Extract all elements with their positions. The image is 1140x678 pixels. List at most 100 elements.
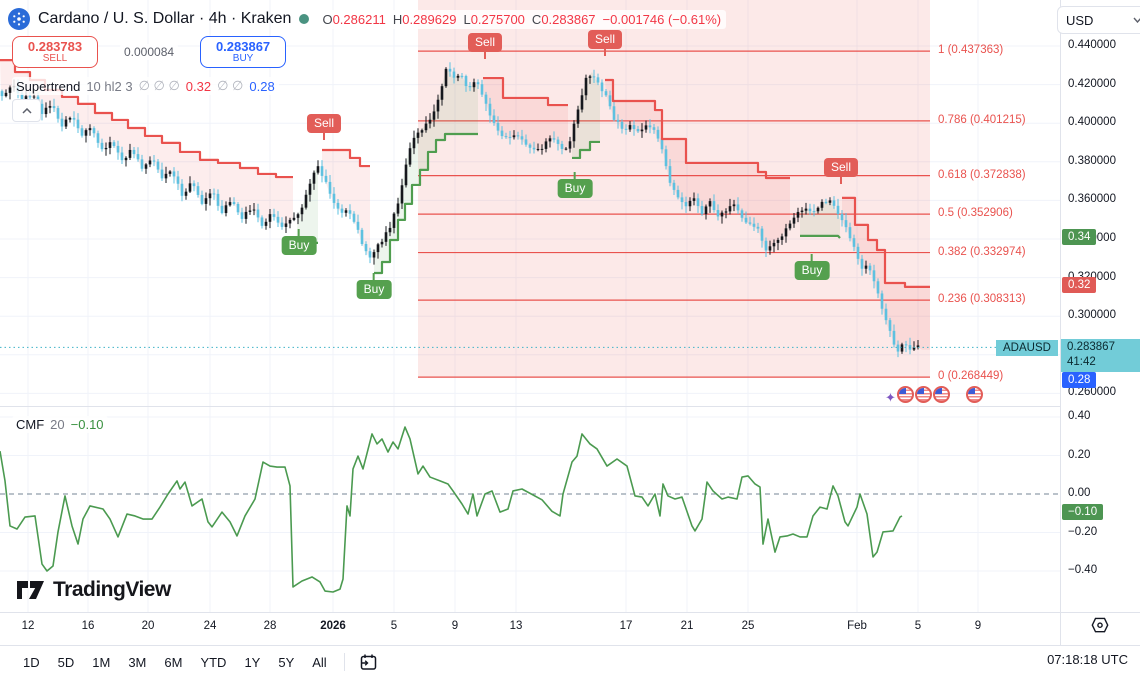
clock-utc[interactable]: 07:18:18 UTC	[1047, 652, 1128, 667]
axis-settings-icon[interactable]	[1090, 617, 1110, 639]
marker-stem	[373, 273, 375, 281]
supertrend-params: 10 hl2 3	[86, 78, 133, 94]
range-button-1m[interactable]: 1M	[92, 654, 111, 670]
ai-sparkle-icon[interactable]: ✦	[885, 390, 896, 405]
cmf-plot	[0, 426, 1060, 593]
supertrend-legend[interactable]: Supertrend 10 hl2 3 ∅ ∅ ∅ 0.32 ∅ ∅ 0.28	[12, 77, 279, 95]
range-button-all[interactable]: All	[312, 654, 327, 670]
time-axis-tick: 28	[263, 620, 277, 632]
sell-signal-marker: Sell	[467, 33, 503, 60]
buy-button[interactable]: 0.283867 BUY	[200, 36, 287, 68]
bottom-toolbar: 1D 5D 1M 3M 6M YTD 1Y 5Y All	[0, 646, 1140, 678]
price-axis-label: 0.420000	[1068, 77, 1116, 90]
buy-signal-marker: Buy	[794, 253, 830, 280]
chevron-up-icon	[21, 107, 32, 114]
buy-price: 0.283867	[215, 38, 271, 54]
pane-separator[interactable]	[0, 406, 1060, 407]
time-axis-tick: 24	[203, 620, 217, 632]
cmf-axis-label: −0.20	[1068, 525, 1098, 538]
range-button-3m[interactable]: 3M	[128, 654, 147, 670]
cmf-axis-label: −0.40	[1068, 564, 1098, 576]
economic-event-flag-icon[interactable]	[966, 386, 983, 403]
cmf-axis-label: 0.20	[1068, 448, 1091, 461]
economic-event-flag-icon[interactable]	[915, 386, 932, 403]
data-source-dot-icon[interactable]	[299, 14, 310, 24]
sell-signal-marker: Sell	[306, 113, 342, 140]
sell-signal-marker: Sell	[587, 29, 623, 56]
time-axis-tick: 9	[974, 620, 982, 632]
high-label: H	[392, 11, 403, 27]
marker-stem	[839, 176, 842, 184]
economic-event-flag-icon[interactable]	[897, 386, 914, 403]
range-button-1d[interactable]: 1D	[23, 654, 40, 670]
supertrend-target-value: 0.28	[249, 78, 275, 94]
time-axis-tick: 20	[141, 620, 155, 632]
change-value: −0.001746 (−0.61%)	[602, 11, 722, 27]
open-label: O	[322, 11, 333, 27]
fib-level-label: 1 (0.437363)	[938, 44, 1004, 57]
cmf-axis-label: 0.00	[1068, 487, 1091, 499]
chart-header: Cardano / U. S. Dollar · 4h · Kraken O0.…	[8, 6, 727, 32]
supertrend-hidden-values-2: ∅ ∅	[217, 78, 244, 93]
range-button-5d[interactable]: 5D	[57, 654, 75, 670]
time-axis-tick: 21	[680, 620, 694, 632]
marker-stem	[603, 48, 606, 56]
ohlc-values: O0.286211 H0.289629 L0.275700 C0.283867 …	[317, 9, 727, 29]
range-button-6m[interactable]: 6M	[164, 654, 183, 670]
go-to-date-button[interactable]	[353, 651, 384, 674]
tradingview-logo-icon	[17, 581, 44, 599]
price-axis-separator[interactable]	[1060, 0, 1061, 645]
spread-value: 0.000084	[120, 44, 179, 60]
fib-level-label: 0.236 (0.308313)	[938, 293, 1026, 306]
marker-stem	[322, 132, 325, 140]
grid-lines	[0, 0, 1060, 612]
high-value: 0.289629	[402, 11, 457, 27]
sell-price: 0.283783	[27, 38, 83, 54]
price-chart-canvas[interactable]	[0, 0, 1140, 612]
axis-badge-0.28: 0.28	[1062, 372, 1097, 388]
economic-event-flag-icon[interactable]	[933, 386, 950, 403]
candles	[0, 62, 920, 358]
range-button-ytd[interactable]: YTD	[200, 654, 227, 670]
time-axis-separator	[0, 612, 1140, 613]
buy-label: BUY	[232, 52, 254, 64]
low-label: L	[463, 11, 471, 27]
calendar-icon	[360, 654, 376, 670]
time-axis-tick: 5	[914, 620, 922, 632]
chevron-down-icon	[1133, 17, 1140, 23]
time-axis-tick: 5	[390, 620, 398, 632]
buy-signal-marker: Buy	[356, 273, 392, 300]
supertrend-fill	[0, 60, 930, 352]
symbol-price-tag: ADAUSD	[996, 340, 1058, 356]
fib-level-label: 0 (0.268449)	[938, 370, 1004, 383]
range-button-1y[interactable]: 1Y	[244, 654, 261, 670]
supertrend-name: Supertrend	[16, 78, 81, 94]
toolbar-divider	[343, 653, 345, 671]
price-axis-label: 0.400000	[1068, 116, 1116, 129]
current-price-value: 0.283867	[1067, 341, 1115, 353]
supertrend-stop-value: 0.32	[185, 78, 212, 94]
cmf-name: CMF	[16, 417, 45, 432]
time-axis-tick: 25	[741, 620, 755, 632]
sell-button[interactable]: 0.283783 SELL	[12, 36, 98, 68]
order-panel: 0.283783 SELL 0.000084 0.283867 BUY	[12, 36, 287, 68]
cmf-legend[interactable]: CMF 20 −0.10	[12, 416, 108, 433]
collapse-panel-button[interactable]	[12, 99, 41, 122]
time-axis-tick: 2026	[320, 620, 346, 632]
currency-dropdown[interactable]: USD	[1057, 6, 1140, 34]
cmf-param: 20	[50, 417, 65, 432]
marker-stem	[574, 171, 576, 179]
time-axis-tick: 9	[451, 620, 459, 632]
symbol-title[interactable]: Cardano / U. S. Dollar · 4h · Kraken	[38, 10, 292, 27]
currency-value: USD	[1066, 12, 1094, 28]
buy-signal-marker: Buy	[281, 229, 317, 256]
range-button-5y[interactable]: 5Y	[278, 654, 295, 670]
time-axis-tick: 16	[81, 620, 95, 632]
open-value: 0.286211	[332, 11, 386, 27]
tradingview-watermark[interactable]: TradingView	[16, 578, 171, 602]
cmf-value-badge: −0.10	[1062, 504, 1104, 521]
marker-stem	[811, 253, 813, 261]
time-axis-tick: 13	[509, 620, 523, 632]
time-axis-tick: 17	[619, 620, 633, 632]
